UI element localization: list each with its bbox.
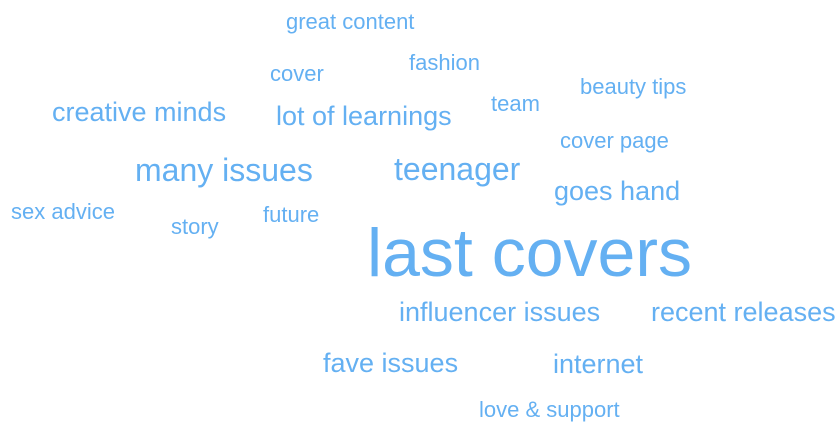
word-goes-hand: goes hand <box>554 176 681 206</box>
word-love-and-support: love & support <box>479 397 620 422</box>
word-last-covers: last covers <box>367 215 692 291</box>
word-recent-releases: recent releases <box>651 297 836 327</box>
word-influencer-issues: influencer issues <box>399 297 601 327</box>
word-sex-advice: sex advice <box>11 199 115 224</box>
word-story: story <box>171 214 219 239</box>
word-team: team <box>491 91 540 116</box>
word-beauty-tips: beauty tips <box>580 74 687 99</box>
word-lot-of-learnings: lot of learnings <box>276 101 452 131</box>
word-fashion: fashion <box>409 50 480 75</box>
word-cover: cover <box>270 61 324 86</box>
word-many-issues: many issues <box>135 152 313 188</box>
word-cover-page: cover page <box>560 128 669 153</box>
word-creative-minds: creative minds <box>52 97 227 127</box>
word-future: future <box>263 202 320 227</box>
word-internet: internet <box>553 349 644 379</box>
word-fave-issues: fave issues <box>323 348 459 378</box>
word-great-content: great content <box>286 9 415 34</box>
word-teenager: teenager <box>394 151 521 187</box>
